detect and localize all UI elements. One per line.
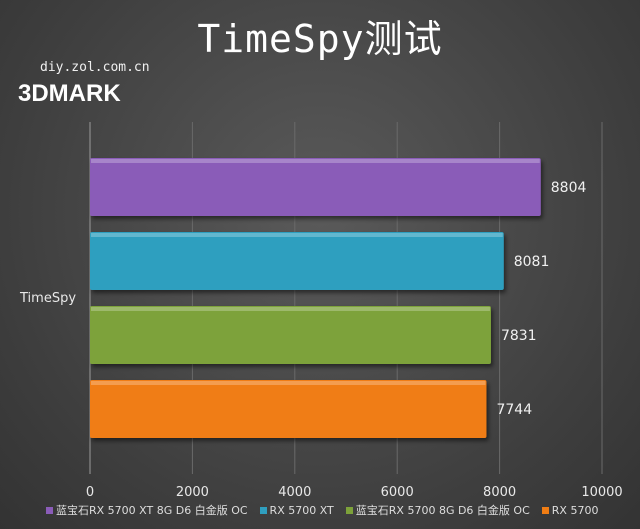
bar-highlight — [91, 159, 540, 163]
legend-swatch — [46, 506, 53, 514]
data-label: 8804 — [551, 180, 587, 196]
x-tick-label: 4000 — [278, 485, 311, 500]
legend-swatch — [345, 506, 353, 514]
legend-item: RX 5700 — [541, 502, 599, 518]
x-tick-label: 6000 — [381, 485, 414, 500]
bar — [90, 158, 541, 216]
bar — [90, 306, 491, 364]
legend-swatch — [541, 506, 549, 514]
watermark-text: diy.zol.com.cn — [40, 60, 150, 75]
chart-title: TimeSpy测试 — [197, 17, 443, 61]
legend-label: 蓝宝石RX 5700 XT 8G D6 白金版 OC — [56, 504, 248, 517]
data-label: 7831 — [501, 328, 537, 344]
legend-item: 蓝宝石RX 5700 XT 8G D6 白金版 OC — [46, 502, 248, 518]
legend-label: RX 5700 XT — [269, 503, 334, 517]
legend: 蓝宝石RX 5700 XT 8G D6 白金版 OC RX 5700 XT 蓝宝石R… — [46, 502, 636, 518]
bar-highlight — [91, 307, 490, 311]
legend-label: 蓝宝石RX 5700 8G D6 白金版 OC — [355, 504, 530, 517]
legend-item: 蓝宝石RX 5700 8G D6 白金版 OC — [345, 502, 530, 518]
bar-highlight — [91, 233, 503, 237]
data-label: 7744 — [496, 402, 532, 418]
category-label: TimeSpy — [19, 291, 76, 306]
legend-label: RX 5700 — [551, 503, 599, 517]
x-tick-label: 8000 — [483, 485, 516, 500]
legend-swatch — [259, 506, 267, 514]
legend-item: RX 5700 XT — [259, 502, 334, 518]
bar-highlight — [91, 381, 486, 385]
x-tick-label: 2000 — [176, 485, 209, 500]
bar — [90, 232, 504, 290]
data-label: 8081 — [514, 254, 550, 270]
x-tick-label: 10000 — [581, 485, 622, 500]
x-tick-label: 0 — [86, 485, 94, 500]
bar — [90, 380, 487, 438]
3dmark-logo: 3DMARK — [18, 80, 121, 107]
